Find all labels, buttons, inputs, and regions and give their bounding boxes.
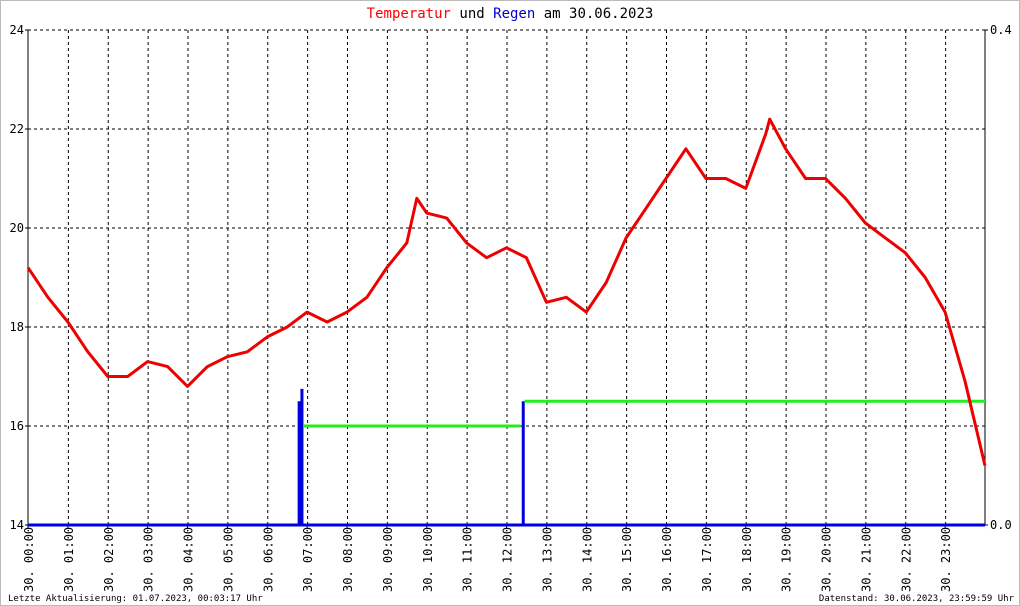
x-tick-label: 30. 20:00 bbox=[820, 527, 834, 592]
x-tick-label: 30. 04:00 bbox=[182, 527, 196, 592]
x-tick-label: 30. 22:00 bbox=[899, 527, 913, 592]
x-tick-label: 30. 01:00 bbox=[62, 527, 76, 592]
x-tick-label: 30. 07:00 bbox=[301, 527, 315, 592]
x-tick-label: 30. 17:00 bbox=[700, 527, 714, 592]
rain-bar bbox=[300, 388, 304, 525]
x-tick-label: 30. 13:00 bbox=[540, 527, 554, 592]
title-part: am 30.06.2023 bbox=[544, 6, 654, 22]
y-tick-label: 14 bbox=[10, 518, 24, 532]
x-tick-label: 30. 02:00 bbox=[102, 527, 116, 592]
x-tick-label: 30. 06:00 bbox=[261, 527, 275, 592]
x-tick-label: 30. 09:00 bbox=[381, 527, 395, 592]
x-tick-label: 30. 12:00 bbox=[501, 527, 515, 592]
x-tick-label: 30. 21:00 bbox=[859, 527, 873, 592]
x-tick-label: 30. 15:00 bbox=[620, 527, 634, 592]
y-tick-label: 18 bbox=[10, 320, 24, 334]
x-tick-label: 30. 10:00 bbox=[421, 527, 435, 592]
series-line bbox=[26, 117, 987, 466]
x-tick-label: 30. 03:00 bbox=[142, 527, 156, 592]
x-tick-label: 30. 00:00 bbox=[22, 527, 36, 592]
y-tick-label: 20 bbox=[10, 221, 24, 235]
x-tick-label: 30. 18:00 bbox=[740, 527, 754, 592]
footer-left: Letzte Aktualisierung: 01.07.2023, 00:03… bbox=[8, 594, 263, 604]
x-tick-label: 30. 19:00 bbox=[780, 527, 794, 592]
rain-bar bbox=[297, 401, 301, 525]
series-line bbox=[303, 399, 985, 428]
footer-right: Datenstand: 30.06.2023, 23:59:59 Uhr bbox=[819, 594, 1015, 604]
rain-bar bbox=[521, 401, 525, 525]
x-tick-label: 30. 16:00 bbox=[660, 527, 674, 592]
x-tick-label: 30. 23:00 bbox=[939, 527, 953, 592]
x-tick-label: 30. 08:00 bbox=[341, 527, 355, 592]
title-part: und bbox=[459, 6, 484, 22]
title-part: Regen bbox=[493, 6, 535, 22]
y-tick-label: 24 bbox=[10, 23, 24, 37]
x-tick-label: 30. 11:00 bbox=[461, 527, 475, 592]
y-tick-label: 16 bbox=[10, 419, 24, 433]
chart-title: Temperatur und Regen am 30.06.2023 bbox=[367, 6, 654, 22]
y2-tick-label: 0.0 bbox=[990, 518, 1012, 532]
title-part: Temperatur bbox=[367, 6, 451, 22]
x-tick-label: 30. 14:00 bbox=[580, 527, 594, 592]
y2-tick-label: 0.4 bbox=[990, 23, 1012, 37]
y-tick-label: 22 bbox=[10, 122, 24, 136]
x-tick-label: 30. 05:00 bbox=[221, 527, 235, 592]
